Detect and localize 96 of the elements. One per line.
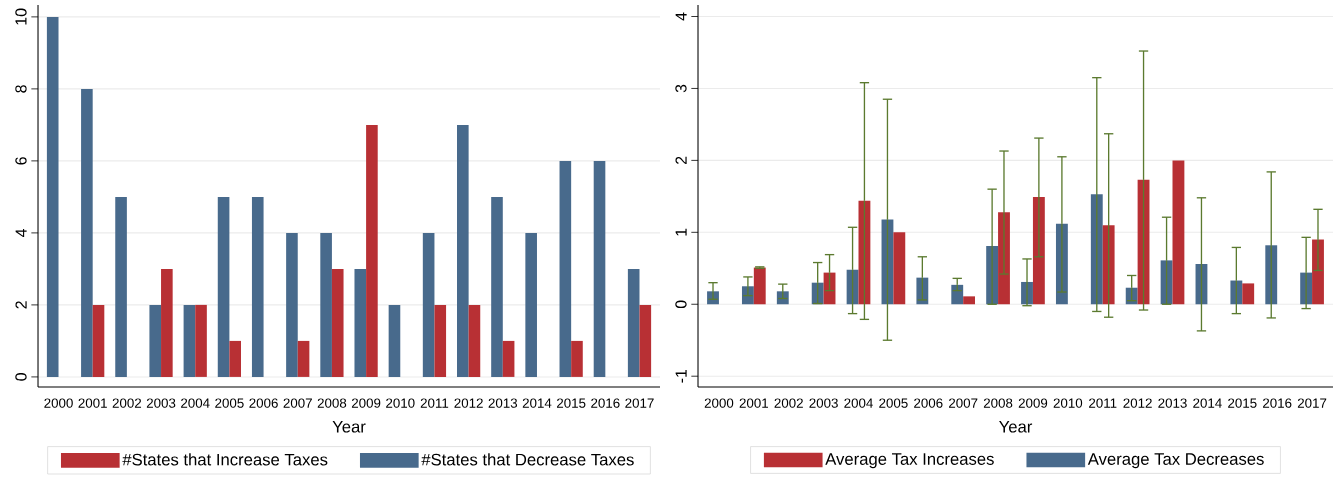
bar: [893, 232, 906, 305]
bar: [858, 200, 871, 305]
x-tick-label: 2016: [591, 398, 620, 408]
x-tick-label: 2010: [1053, 398, 1083, 408]
y-tick-label: 3: [675, 84, 687, 93]
x-tick-label: 2005: [879, 398, 908, 408]
x-tick-label: 2014: [1193, 398, 1222, 408]
bar: [217, 196, 230, 377]
x-tick-label: 2008: [317, 398, 347, 408]
bar: [161, 268, 173, 377]
bar: [571, 340, 583, 377]
bar: [491, 196, 503, 377]
y-tick-label: 8: [15, 85, 27, 93]
y-tick-label: 0: [675, 300, 687, 309]
bar: [1230, 280, 1243, 305]
bar: [81, 88, 93, 377]
bar: [286, 232, 298, 377]
bar: [951, 284, 964, 305]
bar: [434, 304, 447, 377]
x-tick-label: 2013: [1158, 398, 1187, 408]
x-tick-label: 2013: [488, 398, 518, 408]
bar: [963, 296, 976, 305]
x-tick-label: 2010: [386, 398, 415, 408]
y-tick-label: 2: [675, 156, 687, 165]
bar: [354, 268, 367, 377]
x-tick-label: 2012: [454, 398, 483, 408]
bar: [593, 160, 606, 377]
x-tick-label: 2007: [949, 398, 978, 408]
bar: [320, 232, 332, 377]
x-tick-label: 2011: [1089, 398, 1117, 408]
x-tick-label: 2009: [351, 398, 381, 408]
bar: [229, 340, 242, 377]
bar: [183, 304, 196, 377]
bar: [1242, 283, 1255, 305]
x-tick-label: 2001: [739, 398, 769, 408]
x-tick-label: 2008: [983, 398, 1013, 408]
x-tick-label: 2016: [1263, 398, 1292, 408]
x-tick-label: 2002: [112, 398, 142, 408]
bar: [1172, 160, 1185, 305]
x-tick-label: 2006: [249, 398, 278, 408]
bar: [559, 160, 572, 377]
bar: [639, 304, 652, 377]
bar: [366, 124, 378, 377]
x-tick-label: 2014: [522, 398, 552, 408]
bar: [457, 124, 469, 377]
legend-label: Average Tax Decreases: [1087, 453, 1264, 469]
legend-label: Average Tax Increases: [825, 453, 994, 469]
bar: [115, 196, 127, 377]
y-tick-label: -1: [675, 369, 687, 383]
x-tick-label: 2001: [78, 398, 107, 408]
y-tick-label: 6: [15, 157, 27, 165]
y-tick-label: 4: [15, 228, 27, 237]
bar: [149, 304, 162, 377]
x-tick-label: 2004: [181, 398, 210, 408]
x-tick-label: 2015: [1228, 398, 1257, 408]
bar: [297, 340, 310, 377]
bar: [331, 268, 344, 377]
bar: [422, 232, 435, 377]
x-tick-label: 2000: [44, 398, 73, 408]
x-axis-title: Year: [332, 420, 366, 433]
y-tick-label: 2: [15, 301, 27, 309]
x-tick-label: 2009: [1018, 398, 1048, 408]
bar: [1102, 225, 1115, 305]
bar: [468, 304, 481, 377]
x-tick-label: 2017: [625, 398, 654, 408]
x-tick-label: 2007: [283, 398, 312, 408]
x-tick-label: 2004: [844, 398, 873, 408]
bar: [92, 304, 105, 377]
x-tick-label: 2011: [420, 398, 449, 408]
x-tick-label: 2003: [809, 398, 838, 408]
y-tick-label: 1: [675, 228, 687, 236]
x-axis-title: Year: [999, 420, 1033, 433]
x-tick-label: 2006: [914, 398, 943, 408]
x-tick-label: 2012: [1123, 398, 1152, 408]
y-tick-label: 0: [15, 373, 27, 381]
bar: [753, 267, 766, 305]
bar: [46, 16, 59, 377]
bar: [627, 268, 640, 377]
bar: [1265, 245, 1278, 305]
x-tick-label: 2003: [146, 398, 176, 408]
bar: [502, 340, 515, 377]
bar: [251, 196, 264, 377]
x-tick-label: 2002: [774, 398, 803, 408]
bar: [525, 232, 537, 377]
x-tick-label: 2005: [215, 398, 244, 408]
legend-label: #States that Increase Taxes: [122, 453, 328, 466]
y-tick-label: 4: [675, 12, 687, 21]
x-tick-label: 2000: [704, 398, 734, 408]
legend-label: #States that Decrease Taxes: [421, 453, 634, 466]
bar: [1090, 194, 1103, 305]
y-tick-label: 10: [15, 8, 27, 25]
x-tick-label: 2017: [1297, 398, 1327, 408]
bar: [388, 304, 401, 377]
bar: [1312, 239, 1324, 305]
x-tick-label: 2015: [556, 398, 586, 408]
bar: [195, 304, 207, 377]
